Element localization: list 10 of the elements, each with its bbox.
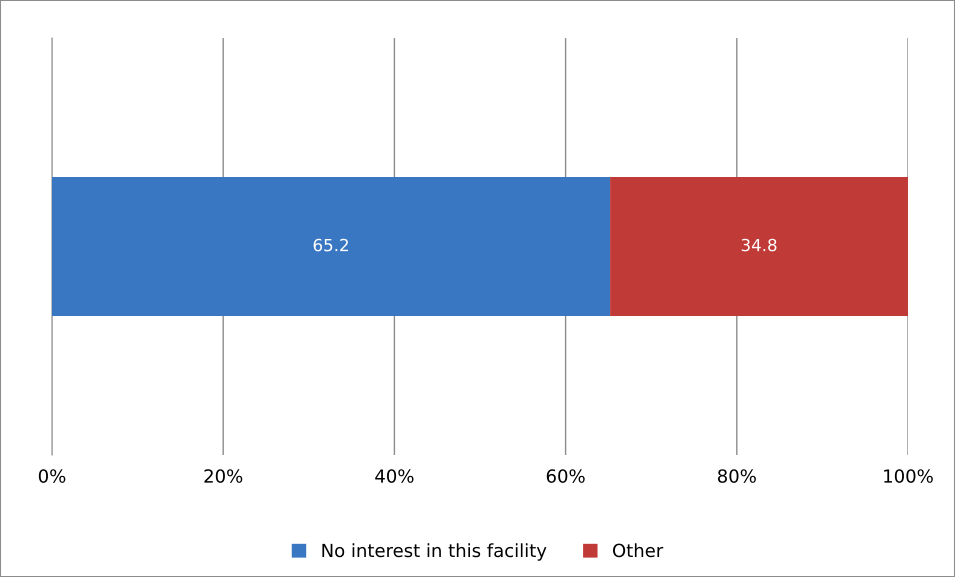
- x-tick-label: 100%: [884, 469, 933, 483]
- x-tick-label: 40%: [375, 469, 414, 483]
- x-tick-label: 0%: [38, 469, 66, 483]
- x-tick-label: 60%: [546, 469, 585, 483]
- legend-label: Other: [612, 543, 664, 558]
- x-tick-label: 80%: [718, 469, 756, 483]
- legend-label: No interest in this facility: [322, 543, 546, 561]
- x-tick-label: 20%: [204, 469, 242, 483]
- data-label: 34.8: [742, 238, 776, 252]
- data-label: 65.2: [314, 238, 348, 252]
